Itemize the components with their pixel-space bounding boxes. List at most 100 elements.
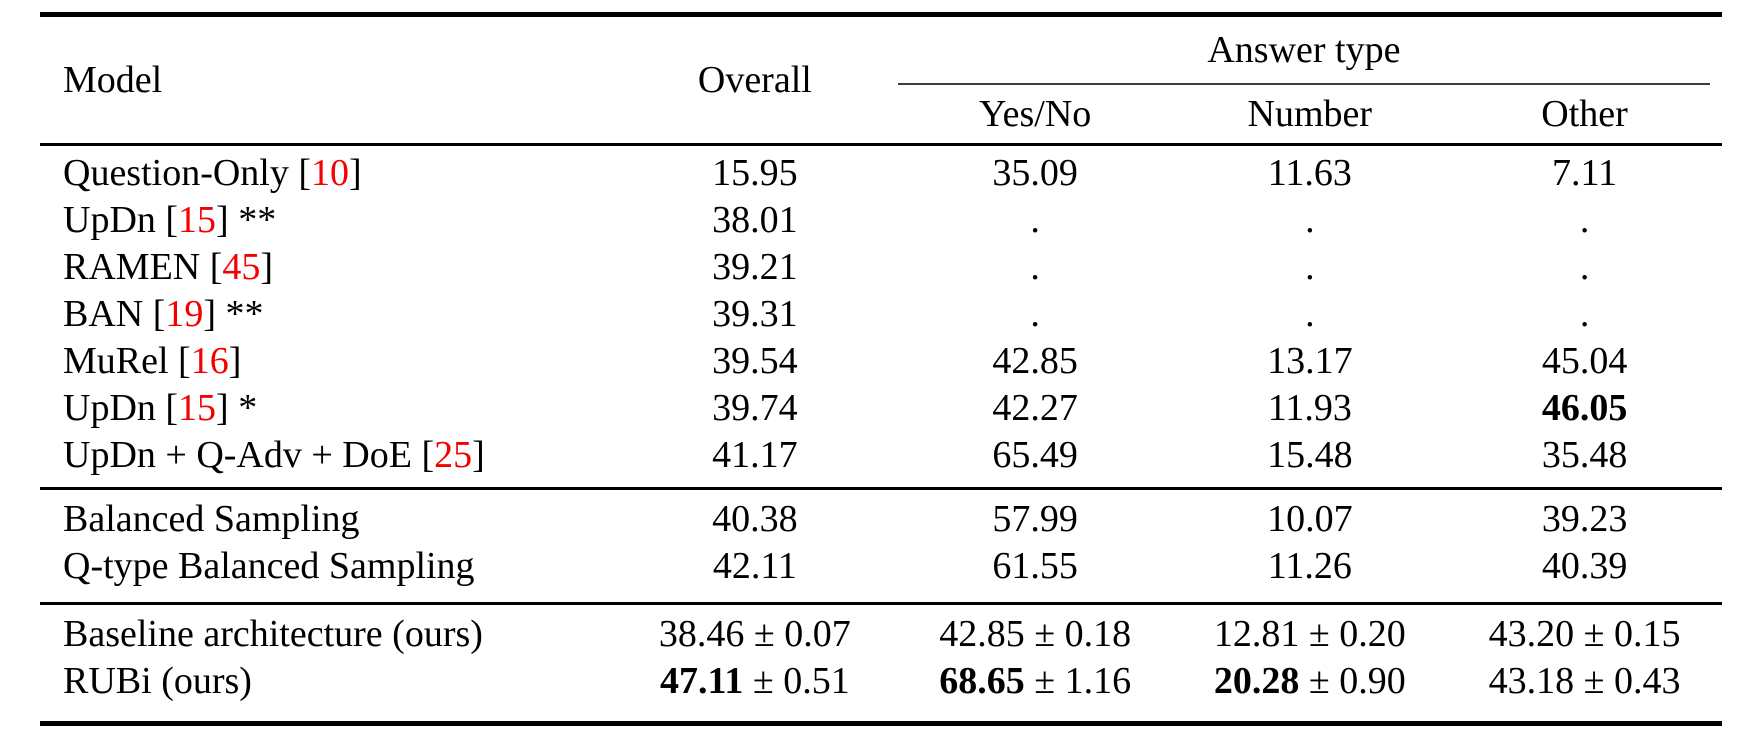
number-value: 11.93 bbox=[1267, 387, 1352, 429]
number-cell: . bbox=[1172, 244, 1447, 291]
table-row: UpDn [15] * 39.74 42.27 11.93 46.05 bbox=[40, 385, 1722, 432]
model-label-suffix: ] bbox=[260, 246, 274, 288]
overall-value: 47.11 bbox=[659, 660, 744, 702]
table-row: RUBi (ours) 47.11 ± 0.51 68.65 ± 1.16 20… bbox=[40, 658, 1722, 724]
citation-link[interactable]: 19 bbox=[165, 293, 204, 335]
header-row-sub: Yes/No Number Other bbox=[40, 85, 1722, 144]
overall-value: 38.46 bbox=[658, 613, 745, 655]
section-sampling: Balanced Sampling 40.38 57.99 10.07 39.2… bbox=[40, 488, 1722, 603]
section-ours: Baseline architecture (ours) 38.46 ± 0.0… bbox=[40, 603, 1722, 723]
yesno-value: 57.99 bbox=[992, 498, 1078, 540]
yesno-value: 42.27 bbox=[992, 387, 1078, 429]
col-header-answer-type: Answer type bbox=[897, 15, 1722, 85]
number-value: 15.48 bbox=[1267, 434, 1353, 476]
yesno-cell: 42.85 bbox=[898, 338, 1173, 385]
overall-cell: 39.74 bbox=[612, 385, 898, 432]
model-label-suffix: ] ** bbox=[216, 199, 277, 241]
other-value: . bbox=[1579, 246, 1590, 288]
model-cell: UpDn [15] ** bbox=[40, 197, 612, 244]
model-label: Q-type Balanced Sampling bbox=[63, 545, 475, 587]
model-label-suffix: ] ** bbox=[203, 293, 264, 335]
yesno-cell: 68.65 ± 1.16 bbox=[898, 658, 1173, 724]
model-label: RAMEN [ bbox=[63, 246, 223, 288]
yesno-value: 42.85 bbox=[992, 340, 1078, 382]
yesno-value: . bbox=[1030, 199, 1040, 241]
yesno-value: 68.65 bbox=[939, 660, 1025, 702]
number-cell: 10.07 bbox=[1172, 488, 1447, 543]
table-row: BAN [19] ** 39.31 . . . bbox=[40, 291, 1722, 338]
other-std: ± 0.43 bbox=[1574, 660, 1681, 702]
number-value: . bbox=[1305, 199, 1315, 241]
other-std: ± 0.15 bbox=[1574, 613, 1681, 655]
col-header-model: Model bbox=[63, 58, 163, 101]
overall-cell: 39.31 bbox=[612, 291, 898, 338]
model-cell: RUBi (ours) bbox=[40, 658, 612, 724]
table-row: UpDn [15] ** 38.01 . . . bbox=[40, 197, 1722, 244]
citation-link[interactable]: 10 bbox=[311, 152, 350, 194]
model-label: BAN [ bbox=[63, 293, 166, 335]
yesno-cell: 42.85 ± 0.18 bbox=[898, 603, 1173, 658]
citation-link[interactable]: 15 bbox=[178, 387, 217, 429]
number-value: 13.17 bbox=[1267, 340, 1353, 382]
other-cell: 40.39 bbox=[1447, 543, 1722, 604]
overall-cell: 39.54 bbox=[612, 338, 898, 385]
citation-link[interactable]: 25 bbox=[434, 434, 473, 476]
table-row: UpDn + Q-Adv + DoE [25] 41.17 65.49 15.4… bbox=[40, 432, 1722, 489]
citation-link[interactable]: 15 bbox=[178, 199, 217, 241]
citation-link[interactable]: 16 bbox=[190, 340, 229, 382]
yesno-std: ± 0.18 bbox=[1024, 613, 1132, 655]
yesno-value: 42.85 bbox=[939, 613, 1025, 655]
other-value: 35.48 bbox=[1541, 434, 1628, 476]
number-value: 10.07 bbox=[1267, 498, 1353, 540]
yesno-value: 65.49 bbox=[992, 434, 1078, 476]
other-value: 45.04 bbox=[1541, 340, 1628, 382]
other-value: . bbox=[1579, 293, 1590, 335]
other-value: 40.39 bbox=[1541, 545, 1628, 587]
model-label: UpDn + Q-Adv + DoE [ bbox=[63, 434, 435, 476]
number-value: . bbox=[1305, 246, 1315, 288]
overall-cell: 39.21 bbox=[612, 244, 898, 291]
col-header-number: Number bbox=[1247, 92, 1373, 135]
other-value: 39.23 bbox=[1541, 498, 1628, 540]
yesno-value: . bbox=[1030, 246, 1040, 288]
number-cell: 12.81 ± 0.20 bbox=[1172, 603, 1447, 658]
model-label: Balanced Sampling bbox=[63, 498, 360, 540]
overall-cell: 38.01 bbox=[612, 197, 898, 244]
citation-link[interactable]: 45 bbox=[222, 246, 261, 288]
model-cell: Baseline architecture (ours) bbox=[40, 603, 612, 658]
yesno-cell: 61.55 bbox=[898, 543, 1173, 604]
yesno-std: ± 1.16 bbox=[1024, 660, 1132, 702]
other-cell: 43.20 ± 0.15 bbox=[1447, 603, 1722, 658]
table-row: Q-type Balanced Sampling 42.11 61.55 11.… bbox=[40, 543, 1722, 604]
model-label-suffix: ] bbox=[472, 434, 485, 476]
table-row: RAMEN [45] 39.21 . . . bbox=[40, 244, 1722, 291]
overall-std: ± 0.51 bbox=[743, 660, 850, 702]
number-cell: . bbox=[1172, 291, 1447, 338]
other-cell: 45.04 bbox=[1447, 338, 1722, 385]
model-cell: UpDn [15] * bbox=[40, 385, 612, 432]
model-label-suffix: ] bbox=[349, 152, 362, 194]
overall-value: 39.31 bbox=[712, 293, 798, 335]
yesno-value: 35.09 bbox=[992, 152, 1078, 194]
results-table: Model Overall Answer type Yes/No Number … bbox=[40, 12, 1722, 726]
model-cell: Question-Only [10] bbox=[40, 144, 612, 197]
overall-value: 39.74 bbox=[712, 387, 798, 429]
yesno-cell: 35.09 bbox=[898, 144, 1173, 197]
model-label: MuRel [ bbox=[63, 340, 191, 382]
col-header-yesno: Yes/No bbox=[979, 92, 1092, 135]
yesno-cell: 57.99 bbox=[898, 488, 1173, 543]
overall-cell: 38.46 ± 0.07 bbox=[612, 603, 898, 658]
other-cell: 43.18 ± 0.43 bbox=[1447, 658, 1722, 724]
other-cell: . bbox=[1447, 291, 1722, 338]
other-cell: . bbox=[1447, 244, 1722, 291]
overall-value: 40.38 bbox=[712, 498, 798, 540]
model-cell: Balanced Sampling bbox=[40, 488, 612, 543]
section-baselines: Question-Only [10] 15.95 35.09 11.63 7.1… bbox=[40, 144, 1722, 488]
number-value: . bbox=[1305, 293, 1315, 335]
table-row: Baseline architecture (ours) 38.46 ± 0.0… bbox=[40, 603, 1722, 658]
number-cell: 20.28 ± 0.90 bbox=[1172, 658, 1447, 724]
model-label-suffix: ] bbox=[228, 340, 242, 382]
number-cell: 11.63 bbox=[1172, 144, 1447, 197]
model-label-suffix: ] * bbox=[216, 387, 258, 429]
